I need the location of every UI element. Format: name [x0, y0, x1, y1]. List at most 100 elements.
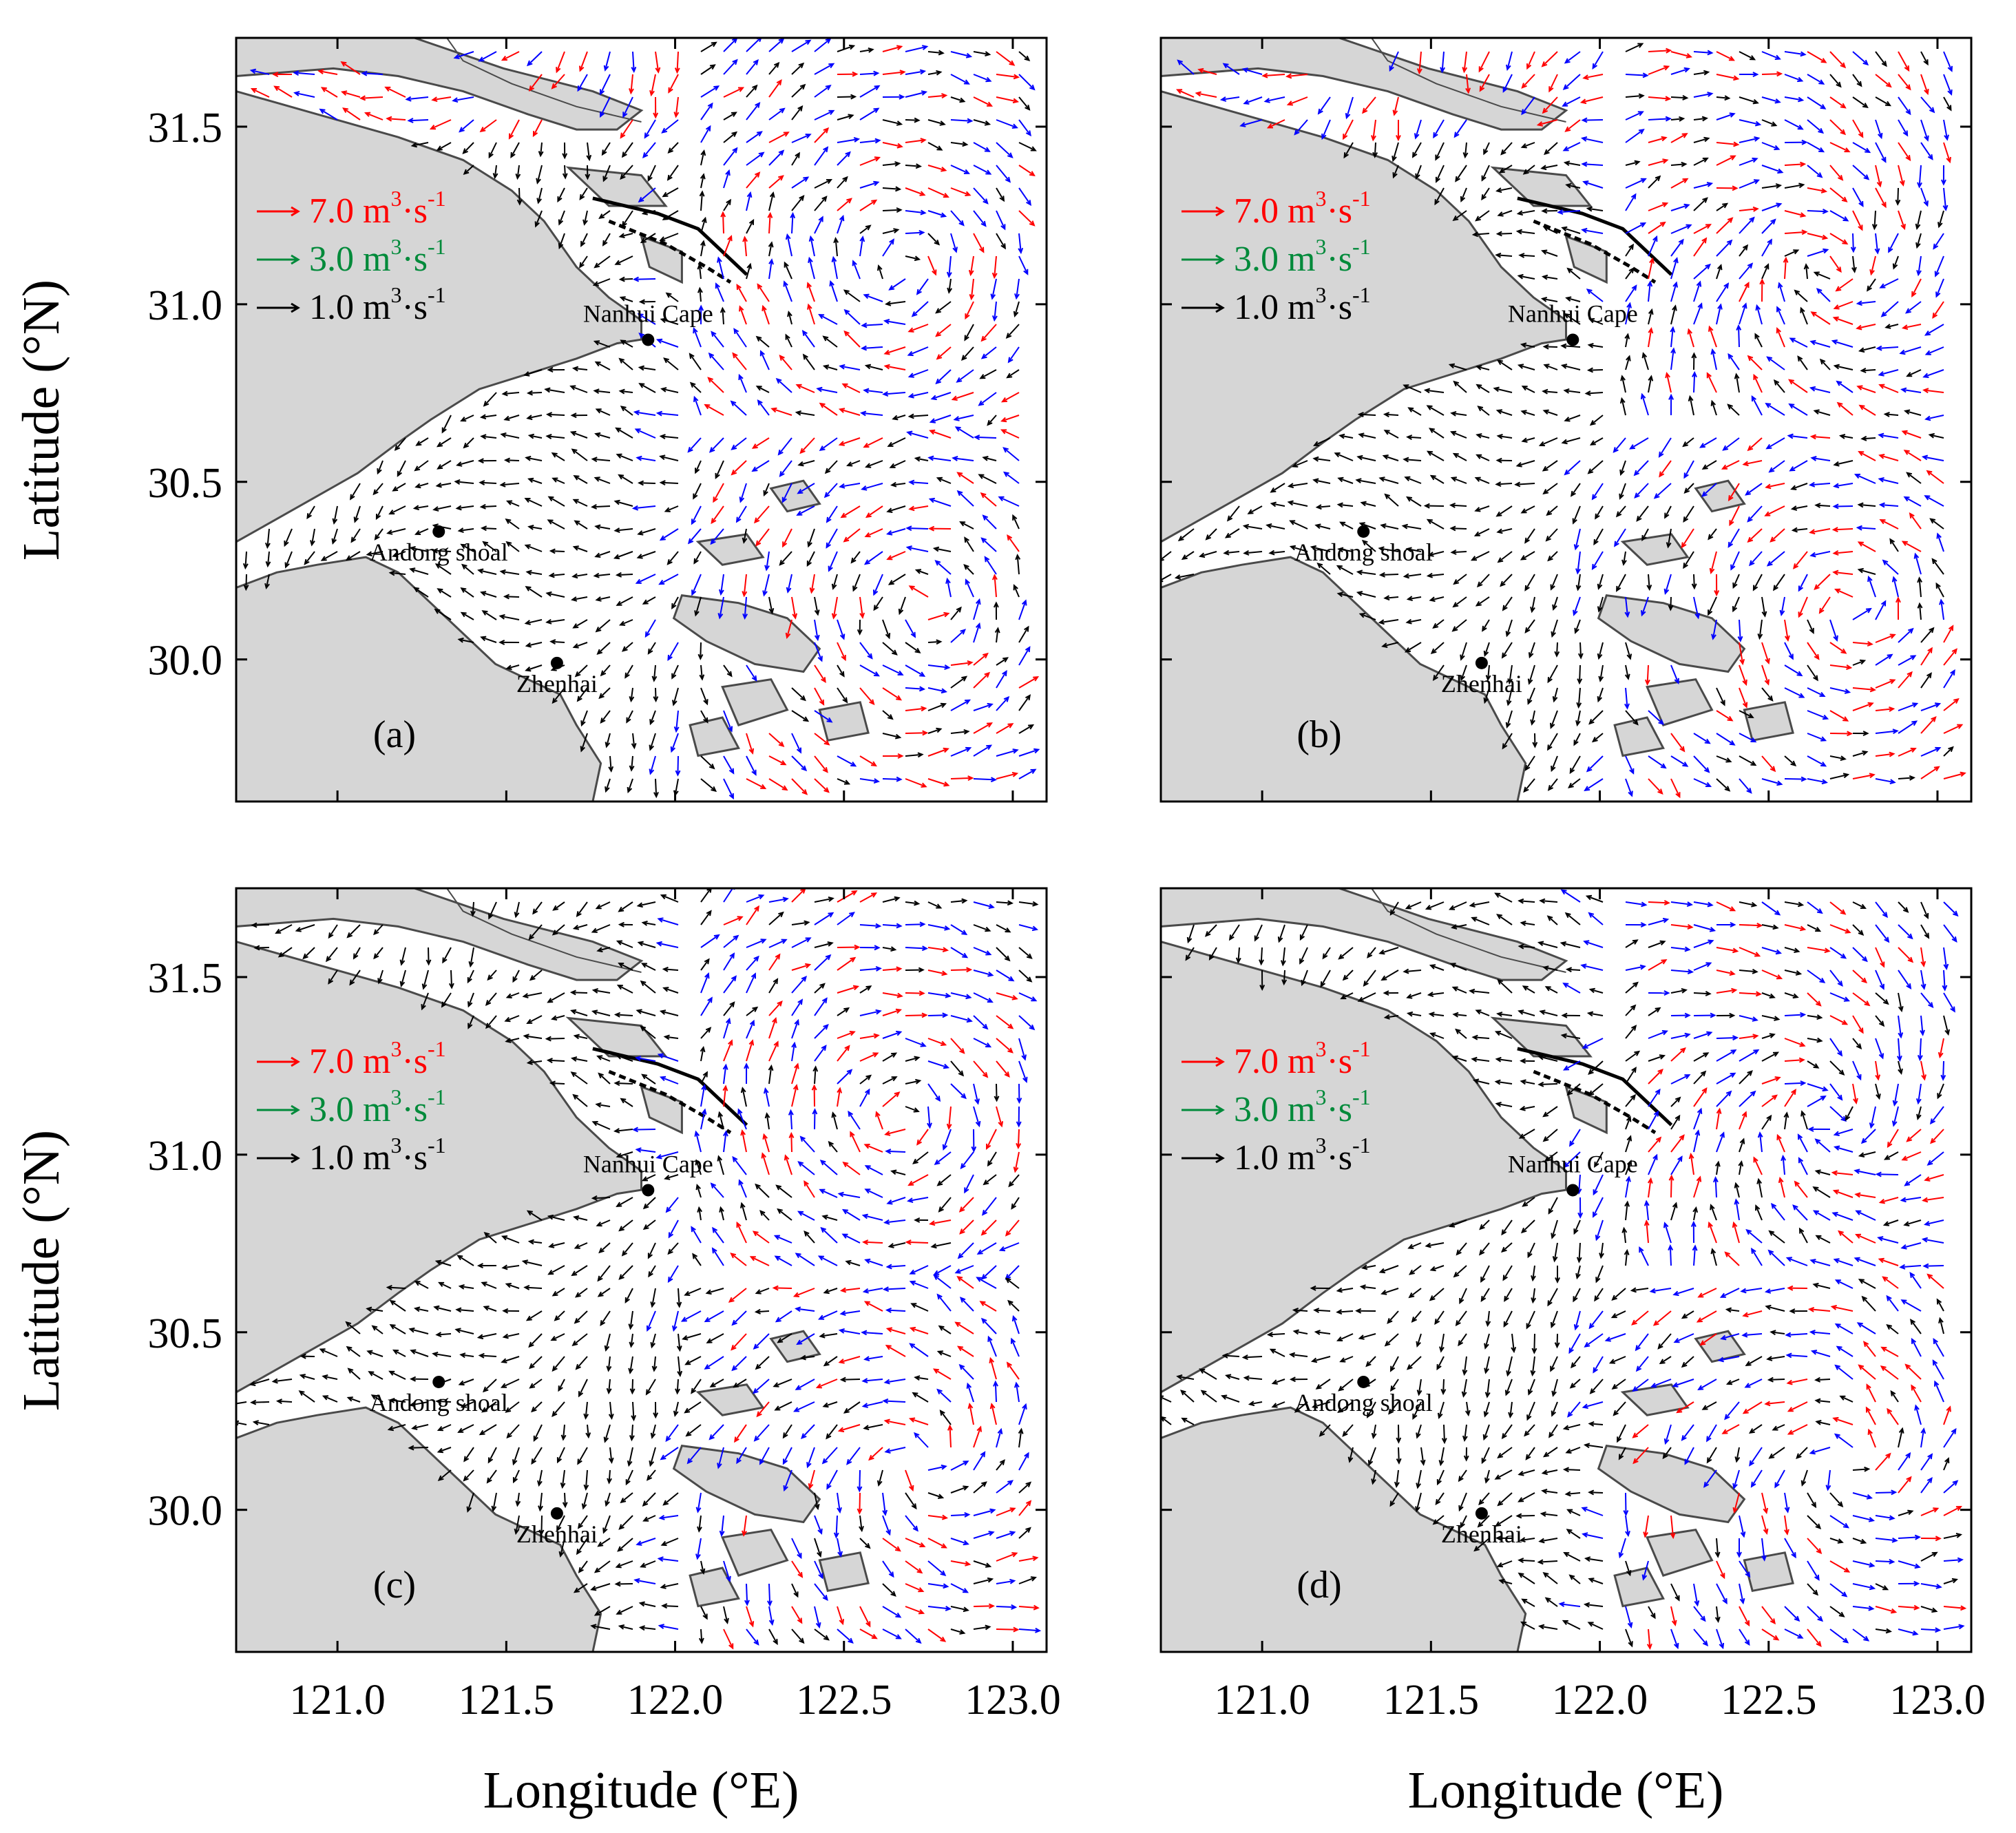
vector-arrow: [1670, 733, 1686, 753]
vector-arrow: [1829, 992, 1851, 1002]
vector-arrow: [1834, 588, 1854, 598]
vector-arrow: [1564, 313, 1581, 325]
vector-arrow: [667, 142, 679, 154]
vector-arrow: [877, 264, 883, 280]
vector-arrow: [1478, 1242, 1490, 1256]
vector-arrow: [1362, 96, 1376, 114]
vector-arrow: [837, 137, 861, 143]
vector-arrow: [1263, 96, 1285, 103]
vector-arrow: [1761, 642, 1770, 664]
vector-arrow: [1899, 1264, 1922, 1270]
vector-arrow: [1575, 1265, 1581, 1280]
vector-arrow: [728, 1288, 747, 1303]
vector-arrow: [677, 1356, 683, 1377]
vector-arrow: [1458, 1333, 1467, 1347]
vector-arrow: [483, 1306, 497, 1312]
vector-arrow: [503, 457, 520, 463]
vector-arrow: [1670, 988, 1688, 994]
vector-arrow: [545, 1036, 565, 1042]
vector-arrow: [1018, 1604, 1040, 1611]
vector-arrow: [1670, 1202, 1678, 1221]
vector-arrow: [1632, 1424, 1649, 1438]
vector-arrow: [742, 1515, 747, 1537]
vector-arrow: [1526, 1401, 1535, 1421]
vector-arrow: [1378, 1265, 1399, 1274]
vector-arrow: [1670, 923, 1694, 930]
vector-arrow: [905, 1583, 925, 1593]
land-mass: [818, 1551, 870, 1593]
vector-arrow: [808, 256, 815, 280]
vector-arrow: [1453, 1265, 1467, 1278]
vector-arrow: [791, 710, 810, 722]
place-marker: [432, 1375, 445, 1388]
vector-arrow: [1436, 1469, 1445, 1486]
vector-arrow: [905, 945, 928, 952]
vector-arrow: [1476, 384, 1490, 393]
vector-arrow: [1710, 399, 1717, 416]
vector-arrow: [1592, 51, 1604, 70]
vector-arrow: [1670, 1012, 1691, 1018]
vector-arrow: [1449, 963, 1467, 971]
vector-arrow: [746, 171, 761, 189]
vector-arrow: [960, 346, 974, 361]
vector-arrow: [1582, 1401, 1604, 1409]
vector-arrow: [905, 664, 926, 677]
vector-arrow: [700, 1027, 712, 1039]
vector-arrow: [736, 1221, 747, 1244]
vector-arrow: [1800, 306, 1808, 325]
vector-arrow: [651, 664, 658, 682]
vector-arrow: [1920, 96, 1935, 114]
x-tick-label: 123.0: [1889, 1677, 1986, 1724]
vector-arrow: [1562, 1467, 1581, 1473]
vector-arrow: [1573, 1288, 1581, 1303]
panel-frame: [1159, 887, 1973, 1653]
vector-arrow: [838, 1356, 861, 1364]
vector-arrow: [1716, 112, 1736, 121]
vector-arrow: [1518, 1558, 1535, 1563]
vector-arrow: [579, 51, 588, 72]
vector-arrow: [1588, 1310, 1604, 1330]
vector-arrow: [1670, 1047, 1686, 1062]
vector-arrow: [1761, 992, 1776, 999]
vector-arrow: [1518, 253, 1535, 258]
vector-arrow: [1852, 1060, 1862, 1081]
vector-arrow: [839, 1310, 861, 1317]
vector-arrow: [1693, 237, 1708, 257]
vector-arrow: [1773, 379, 1785, 393]
vector-arrow: [571, 366, 588, 372]
vector-arrow: [1783, 1111, 1789, 1130]
vector-arrow: [614, 255, 633, 265]
vector-arrow: [1228, 924, 1240, 941]
vector-arrow: [927, 525, 952, 532]
vector-arrow: [573, 475, 588, 484]
vector-arrow: [1564, 415, 1581, 422]
vector-arrow: [905, 1538, 926, 1548]
vector-arrow: [359, 95, 384, 101]
place-label: Nanhui Cape: [1508, 300, 1638, 327]
vector-arrow: [1575, 574, 1582, 591]
vector-arrow: [837, 985, 860, 994]
vector-arrow: [1254, 924, 1263, 942]
vector-arrow: [1895, 596, 1901, 620]
vector-arrow: [1890, 1390, 1899, 1403]
vector-arrow: [791, 937, 812, 948]
vector-arrow: [742, 574, 748, 598]
vector-arrow: [1583, 1443, 1604, 1449]
vector-arrow: [1699, 437, 1717, 448]
vector-arrow: [1259, 970, 1266, 991]
vector-arrow: [392, 1349, 406, 1357]
vector-arrow: [905, 209, 927, 216]
vector-arrow: [1338, 947, 1354, 960]
vector-arrow: [1506, 687, 1513, 706]
vector-arrow: [749, 1256, 770, 1266]
vector-arrow: [649, 733, 656, 751]
vector-arrow: [1518, 943, 1535, 950]
vector-arrow: [1770, 1330, 1785, 1336]
vector-arrow: [1581, 117, 1604, 123]
vector-arrow: [1378, 619, 1399, 625]
vector-arrow: [723, 1017, 731, 1039]
vector-arrow: [1765, 483, 1785, 490]
vector-arrow: [755, 335, 770, 348]
vector-arrow: [1294, 1401, 1308, 1413]
vector-arrow: [1455, 1310, 1467, 1327]
